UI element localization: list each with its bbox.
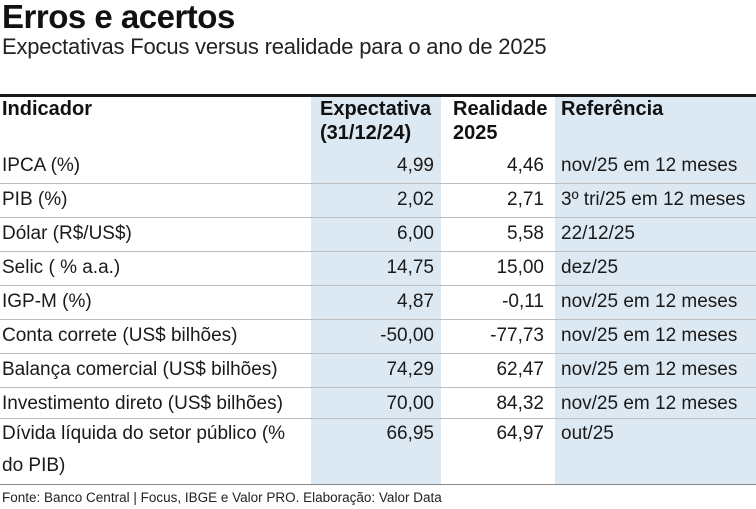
table-row: IGP-M (%) 4,87 -0,11 nov/25 em 12 meses	[0, 285, 756, 320]
cell-expectation: 14,75	[386, 257, 434, 278]
cell-indicator: Selic ( % a.a.)	[2, 257, 121, 278]
cell-reference: 22/12/25	[561, 223, 635, 244]
header-reference: Referência	[561, 98, 664, 120]
cell-expectation: 6,00	[397, 223, 434, 244]
cell-indicator: Balança comercial (US$ bilhões)	[2, 359, 278, 380]
cell-reference: nov/25 em 12 meses	[561, 155, 738, 176]
header-top-rule	[0, 94, 756, 97]
cell-expectation: 2,02	[397, 189, 434, 210]
cell-reality: 2,71	[507, 189, 544, 210]
table-bottom-rule	[0, 484, 756, 485]
cell-reference: nov/25 em 12 meses	[561, 291, 738, 312]
header-expectation-line2: (31/12/24)	[320, 122, 412, 144]
cell-reality: 5,58	[507, 223, 544, 244]
cell-indicator: IPCA (%)	[2, 155, 81, 176]
expectation-column-shade	[311, 96, 441, 484]
header-expectation: Expectativa (31/12/24)	[320, 97, 431, 145]
cell-expectation: -50,00	[380, 325, 434, 346]
cell-indicator: Dívida líquida do setor público (% do PI…	[2, 423, 286, 476]
header-reality-line1: Realidade	[453, 98, 548, 120]
cell-indicator: Investimento direto (US$ bilhões)	[2, 393, 283, 414]
table-row: Selic ( % a.a.) 14,75 15,00 dez/25	[0, 251, 756, 286]
cell-indicator: Conta correte (US$ bilhões)	[2, 325, 238, 346]
cell-reference: nov/25 em 12 meses	[561, 393, 738, 414]
cell-reference: nov/25 em 12 meses	[561, 359, 738, 380]
cell-reality: 15,00	[496, 257, 544, 278]
cell-reference: 3º tri/25 em 12 meses	[561, 189, 746, 210]
cell-expectation: 66,95	[386, 423, 434, 444]
header-indicator: Indicador	[2, 98, 93, 120]
source-note: Fonte: Banco Central | Focus, IBGE e Val…	[2, 490, 442, 505]
cell-reference: out/25	[561, 423, 614, 444]
cell-reference: dez/25	[561, 257, 619, 278]
table-title: Erros e acertos	[2, 0, 235, 35]
reference-column-shade	[555, 96, 756, 484]
cell-reality: 4,46	[507, 155, 544, 176]
cell-expectation: 70,00	[386, 393, 434, 414]
header-expectation-line1: Expectativa	[320, 98, 432, 120]
table-row: Conta correte (US$ bilhões) -50,00 -77,73 n…	[0, 319, 756, 354]
cell-indicator: PIB (%)	[2, 189, 68, 210]
table-row: IPCA (%) 4,99 4,46 nov/25 em 12 meses	[0, 149, 756, 184]
cell-expectation: 4,87	[397, 291, 434, 312]
table-row: Dólar (R$/US$) 6,00 5,58 22/12/25	[0, 217, 756, 252]
cell-reference: nov/25 em 12 meses	[561, 325, 738, 346]
cell-indicator: IGP-M (%)	[2, 291, 92, 312]
table-row: Dívida líquida do setor público (% do PI…	[0, 418, 756, 484]
cell-reality: 64,97	[496, 423, 544, 444]
cell-indicator: Dólar (R$/US$)	[2, 223, 132, 244]
cell-reality: -0,11	[502, 291, 544, 312]
cell-reality: 84,32	[496, 393, 544, 414]
cell-reality: -77,73	[490, 325, 544, 346]
table-row: Balança comercial (US$ bilhões) 74,29 62,4…	[0, 353, 756, 388]
table-row: Investimento direto (US$ bilhões) 70,00 84…	[0, 387, 756, 419]
table-row: PIB (%) 2,02 2,71 3º tri/25 em 12 meses	[0, 183, 756, 218]
header-reality: Realidade 2025	[453, 97, 547, 145]
cell-reality: 62,47	[496, 359, 544, 380]
cell-expectation: 4,99	[397, 155, 434, 176]
cell-expectation: 74,29	[386, 359, 434, 380]
table-subtitle: Expectativas Focus versus realidade para…	[2, 34, 547, 59]
header-reality-line2: 2025	[453, 122, 498, 144]
